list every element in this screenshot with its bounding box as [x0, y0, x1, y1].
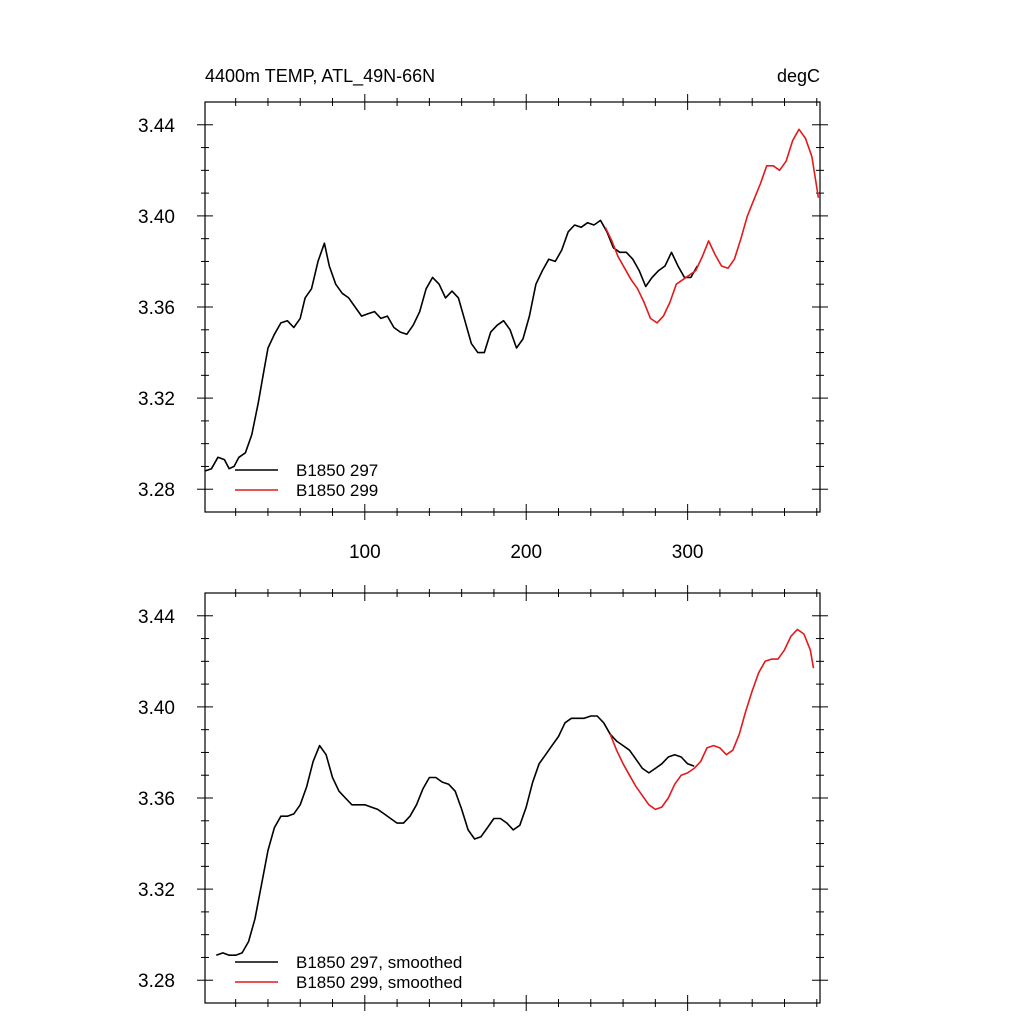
y-tick-label: 3.32 — [138, 880, 175, 901]
legend-label: B1850 297 — [296, 461, 378, 480]
y-tick-label: 3.28 — [138, 480, 175, 501]
x-tick-label: 100 — [349, 542, 381, 563]
legend-label: B1850 299, smoothed — [296, 973, 462, 992]
y-tick-label: 3.28 — [138, 971, 175, 992]
y-tick-label: 3.44 — [138, 607, 175, 628]
y-tick-label: 3.32 — [138, 389, 175, 410]
y-tick-label: 3.36 — [138, 789, 175, 810]
legend-label: B1850 299 — [296, 481, 378, 500]
legend-label: B1850 297, smoothed — [296, 953, 462, 972]
y-tick-label: 3.40 — [138, 698, 175, 719]
y-tick-label: 3.44 — [138, 116, 175, 137]
y-tick-label: 3.40 — [138, 207, 175, 228]
chart-figure: 4400m TEMP, ATL_49N-66N degC 3.28 3.32 3.3… — [0, 0, 1024, 1024]
x-tick-label: 300 — [672, 542, 704, 563]
x-tick-label: 200 — [510, 542, 542, 563]
top-panel-units: degC — [777, 66, 820, 86]
y-tick-label: 3.36 — [138, 298, 175, 319]
top-panel-title: 4400m TEMP, ATL_49N-66N — [205, 66, 435, 87]
